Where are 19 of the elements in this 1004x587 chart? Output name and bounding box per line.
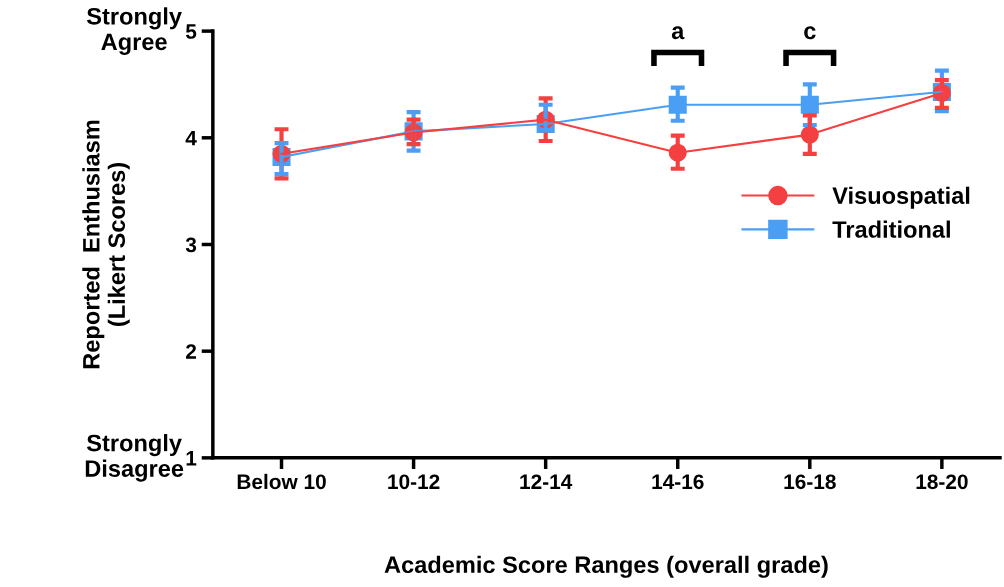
legend-label: Traditional xyxy=(832,220,950,238)
y-tick-label: 1 xyxy=(186,451,197,466)
x-tick-label: 10-12 xyxy=(388,474,440,490)
x-tick-label: 18-20 xyxy=(916,474,968,490)
x-tick-label: 16-18 xyxy=(784,474,836,490)
y-axis-title: Reported Enthusiasm (Likert Scores) xyxy=(82,120,130,369)
annotation: c xyxy=(804,26,816,40)
y-tick-label: 2 xyxy=(186,344,197,359)
text: Strongly Agree xyxy=(86,7,182,55)
x-axis-title: Academic Score Ranges (overall grade) xyxy=(384,555,828,578)
text: Strongly Disagree xyxy=(85,434,184,482)
annotation: a xyxy=(671,26,685,40)
y-tick-label: 3 xyxy=(185,237,197,253)
legend-label: Visuospatial xyxy=(832,186,970,209)
y-tick-label: 5 xyxy=(185,24,197,39)
x-tick-label: Below 10 xyxy=(237,473,326,490)
x-tick-label: 12-14 xyxy=(520,474,573,489)
y-tick-label: 4 xyxy=(185,131,197,146)
x-tick-label: 14-16 xyxy=(652,474,704,490)
